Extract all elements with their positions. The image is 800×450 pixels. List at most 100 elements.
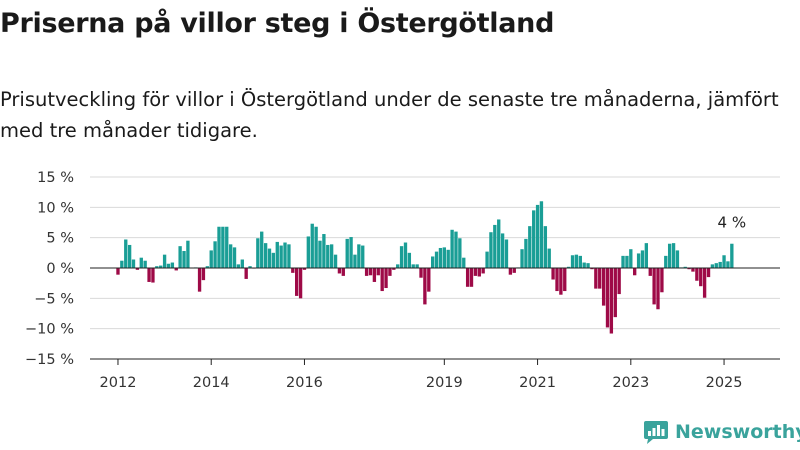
x-tick-label: 2025	[706, 375, 743, 391]
x-tick-label: 2021	[519, 375, 556, 391]
bar	[706, 268, 711, 278]
bar	[423, 268, 427, 305]
bar	[159, 265, 163, 268]
bar	[524, 238, 528, 268]
bar	[660, 268, 664, 293]
bar	[302, 268, 307, 270]
newsworthy-logo-icon	[644, 421, 668, 444]
bar	[450, 229, 454, 268]
bar	[691, 268, 695, 272]
bar	[337, 268, 342, 274]
bar	[520, 249, 524, 268]
bar	[225, 226, 229, 268]
bar	[430, 256, 435, 268]
bar	[287, 244, 291, 268]
bar	[364, 268, 369, 276]
x-tick-label: 2012	[100, 375, 137, 391]
bar	[314, 226, 318, 268]
bar	[139, 257, 143, 268]
bar	[609, 268, 614, 334]
y-tick-label: 10 %	[37, 200, 74, 216]
y-tick-label: 0 %	[46, 261, 74, 277]
bar	[559, 268, 563, 295]
bar	[695, 268, 699, 281]
bar	[361, 245, 365, 268]
bar	[687, 268, 691, 270]
bar	[306, 236, 310, 268]
bar	[318, 240, 322, 268]
bar	[427, 268, 431, 292]
bar	[636, 253, 641, 268]
bar	[291, 268, 295, 273]
bar	[399, 246, 404, 268]
bar	[248, 266, 252, 268]
bar	[590, 268, 594, 270]
bar	[143, 260, 147, 268]
bar	[473, 268, 478, 276]
bar	[601, 268, 606, 306]
bar	[326, 244, 330, 268]
bar	[368, 268, 373, 276]
bar	[582, 262, 586, 268]
bar	[178, 246, 182, 268]
bar	[625, 255, 629, 268]
bar	[151, 268, 155, 283]
bar	[279, 245, 283, 268]
bar	[174, 268, 178, 271]
bar	[726, 261, 730, 268]
chart-title: Priserna på villor steg i Östergötland	[0, 8, 555, 39]
y-tick-label: 15 %	[37, 170, 74, 186]
bar	[578, 255, 582, 268]
bar	[617, 268, 621, 295]
bar	[205, 266, 210, 268]
bar	[197, 268, 202, 292]
bar	[702, 268, 707, 298]
bar	[446, 249, 450, 268]
x-tick-label: 2019	[426, 375, 463, 391]
bar	[357, 244, 361, 268]
y-tick-label: 5 %	[46, 231, 74, 247]
bar	[640, 250, 645, 268]
bar	[489, 232, 493, 268]
bar	[396, 264, 400, 268]
bar	[648, 268, 652, 276]
bar	[671, 243, 676, 268]
bar	[714, 263, 718, 268]
bar	[213, 241, 217, 268]
bar	[652, 268, 656, 305]
bar	[644, 243, 649, 268]
newsworthy-logo-text: Newsworthy	[675, 421, 800, 443]
bar	[485, 251, 489, 268]
bar	[221, 226, 225, 268]
bar	[283, 242, 287, 268]
y-tick-label: −10 %	[25, 322, 74, 338]
bar	[120, 260, 124, 268]
bar	[147, 268, 151, 282]
bar	[664, 255, 668, 268]
bar	[407, 252, 412, 268]
newsworthy-logo: Newsworthy	[643, 419, 800, 445]
bar	[155, 266, 159, 268]
bar	[372, 268, 377, 282]
bar	[186, 240, 190, 268]
bar	[481, 268, 485, 274]
bar	[392, 268, 396, 270]
bar	[295, 268, 299, 296]
bar	[267, 248, 272, 268]
chart-subtitle: Prisutveckling för villor i Östergötland…	[0, 88, 779, 142]
x-tick-label: 2016	[286, 375, 323, 391]
bar	[131, 259, 136, 268]
bar	[528, 226, 532, 268]
bar	[322, 234, 326, 268]
bar	[454, 231, 458, 268]
bar	[656, 268, 660, 310]
bar	[388, 268, 392, 276]
bar	[667, 243, 672, 268]
bar	[256, 238, 260, 268]
bar	[629, 249, 633, 268]
bar	[497, 219, 501, 268]
bar	[271, 252, 276, 268]
bar	[551, 268, 555, 280]
bar	[236, 264, 241, 268]
